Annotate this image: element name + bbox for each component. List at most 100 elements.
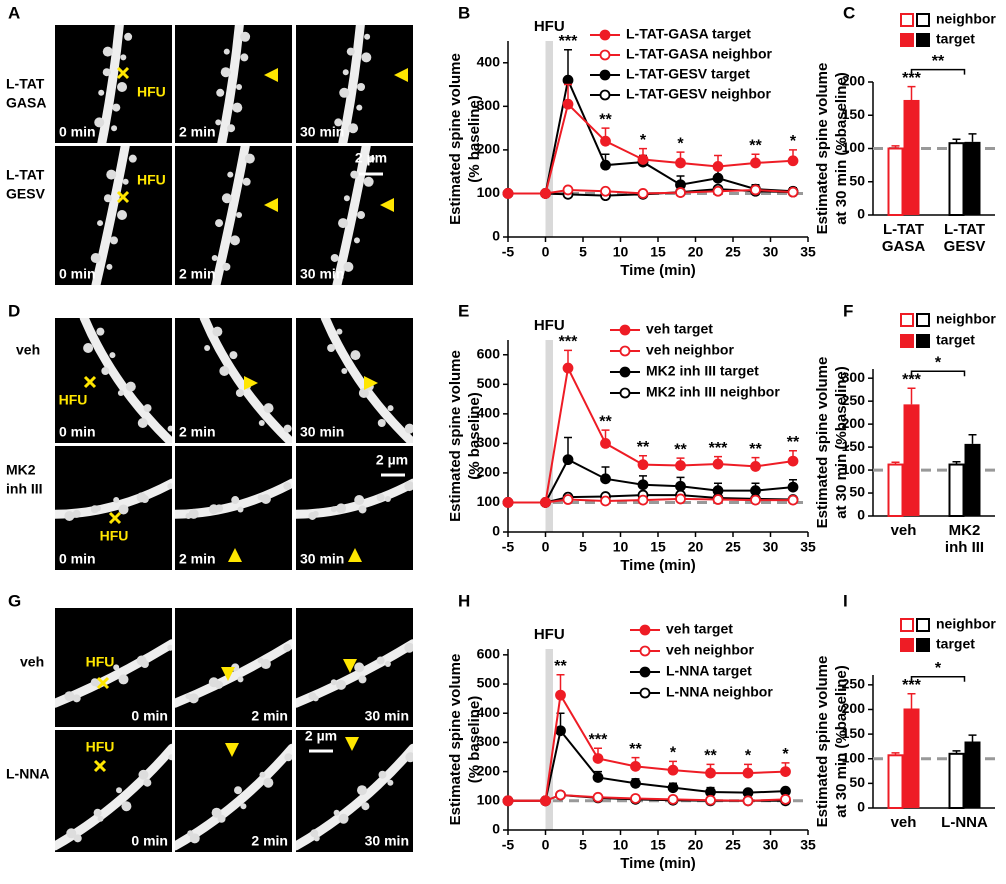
spine	[109, 352, 116, 359]
spine	[284, 753, 292, 762]
y-tick-label: 0	[857, 206, 865, 222]
spine	[167, 425, 172, 432]
spine	[208, 504, 219, 515]
spine	[357, 211, 366, 220]
x-axis-label: Time (min)	[620, 557, 696, 574]
dendrite	[199, 318, 292, 443]
y-tick-label: 0	[857, 799, 865, 815]
y-tick-label: 100	[842, 139, 866, 155]
significance: **	[554, 658, 567, 675]
spine	[211, 807, 222, 818]
spine	[113, 664, 120, 671]
spine	[356, 104, 363, 111]
significance: *	[677, 135, 684, 152]
bar	[887, 463, 904, 517]
spine	[97, 815, 104, 822]
significance: *	[640, 132, 647, 149]
significance: **	[674, 441, 687, 458]
y-tick-label: 400	[477, 704, 501, 720]
micrograph	[55, 146, 172, 285]
y-tick-label: 100	[842, 461, 866, 477]
data-point	[667, 782, 679, 794]
comparison-bracket	[910, 675, 966, 682]
data-point	[705, 794, 716, 806]
data-point	[787, 494, 799, 506]
time-label: 2 min	[251, 708, 288, 724]
legend-label: target	[936, 332, 975, 348]
legend-marker	[619, 345, 631, 357]
data-point	[750, 184, 761, 196]
spine	[350, 350, 361, 361]
significance: **	[637, 439, 650, 456]
category-label: GESV	[944, 238, 986, 255]
bar	[948, 142, 965, 216]
legend-label: L-TAT-GASA target	[626, 26, 751, 42]
y-tick-label: 0	[492, 228, 500, 244]
legend-swatch	[916, 313, 930, 327]
spine	[90, 505, 99, 514]
spine	[94, 117, 105, 128]
time-label: 0 min	[131, 708, 168, 724]
data-point	[540, 188, 551, 199]
y-tick-label: 150	[842, 725, 866, 741]
comparison-bracket	[910, 370, 966, 377]
comparison-bracket	[910, 68, 966, 75]
spine	[102, 68, 111, 77]
spine	[308, 511, 317, 520]
spine	[240, 31, 251, 42]
spine	[361, 802, 370, 811]
time-label: 2 min	[179, 551, 216, 567]
dendrite	[332, 146, 371, 285]
significance: ***	[589, 731, 608, 748]
y-tick-label: 100	[477, 792, 501, 808]
spine	[354, 662, 365, 673]
time-label: 30 min	[365, 708, 409, 724]
x-tick-label: 25	[725, 837, 741, 853]
row-label: GESV	[6, 186, 46, 202]
row-label: veh	[16, 342, 40, 358]
x-tick-label: 10	[613, 837, 629, 853]
x-axis-label: Time (min)	[620, 855, 696, 872]
data-point	[600, 159, 611, 171]
spine	[72, 694, 81, 703]
micrograph	[175, 25, 292, 143]
y-tick-label: 150	[842, 106, 866, 122]
row-label: inh III	[6, 481, 43, 497]
error-bar	[968, 734, 977, 742]
spine	[364, 33, 371, 40]
spine	[66, 828, 77, 839]
significance: *	[670, 745, 677, 762]
legend-swatch	[900, 334, 914, 348]
legend-label: L-TAT-GESV neighbor	[626, 86, 771, 102]
chart: F 0 50 100 150 200 250 300 Estimated spine volum…	[814, 301, 996, 555]
legend-swatch	[900, 618, 914, 632]
spine	[334, 118, 343, 127]
significance: **	[599, 111, 612, 128]
data-point	[600, 185, 611, 197]
dendrite	[211, 146, 250, 285]
hfu-label: HFU	[100, 528, 129, 544]
spine	[112, 103, 121, 112]
y-tick-label: 200	[842, 415, 866, 431]
y-axis-label: (% baseline)	[466, 392, 483, 480]
legend-label: veh target	[646, 321, 713, 337]
x-tick-label: 10	[613, 539, 629, 555]
spine	[117, 210, 128, 221]
spine	[167, 483, 172, 490]
spine	[404, 642, 413, 653]
spine	[236, 84, 243, 90]
y-tick-label: 500	[477, 375, 501, 391]
y-tick-label: 200	[842, 700, 866, 716]
legend-swatch	[916, 638, 930, 652]
spine	[242, 177, 251, 186]
y-tick-label: 200	[477, 762, 501, 778]
legend-marker	[599, 49, 611, 61]
data-point	[742, 767, 754, 779]
error-bar	[907, 85, 916, 100]
spine	[97, 220, 104, 227]
spine	[101, 367, 110, 375]
